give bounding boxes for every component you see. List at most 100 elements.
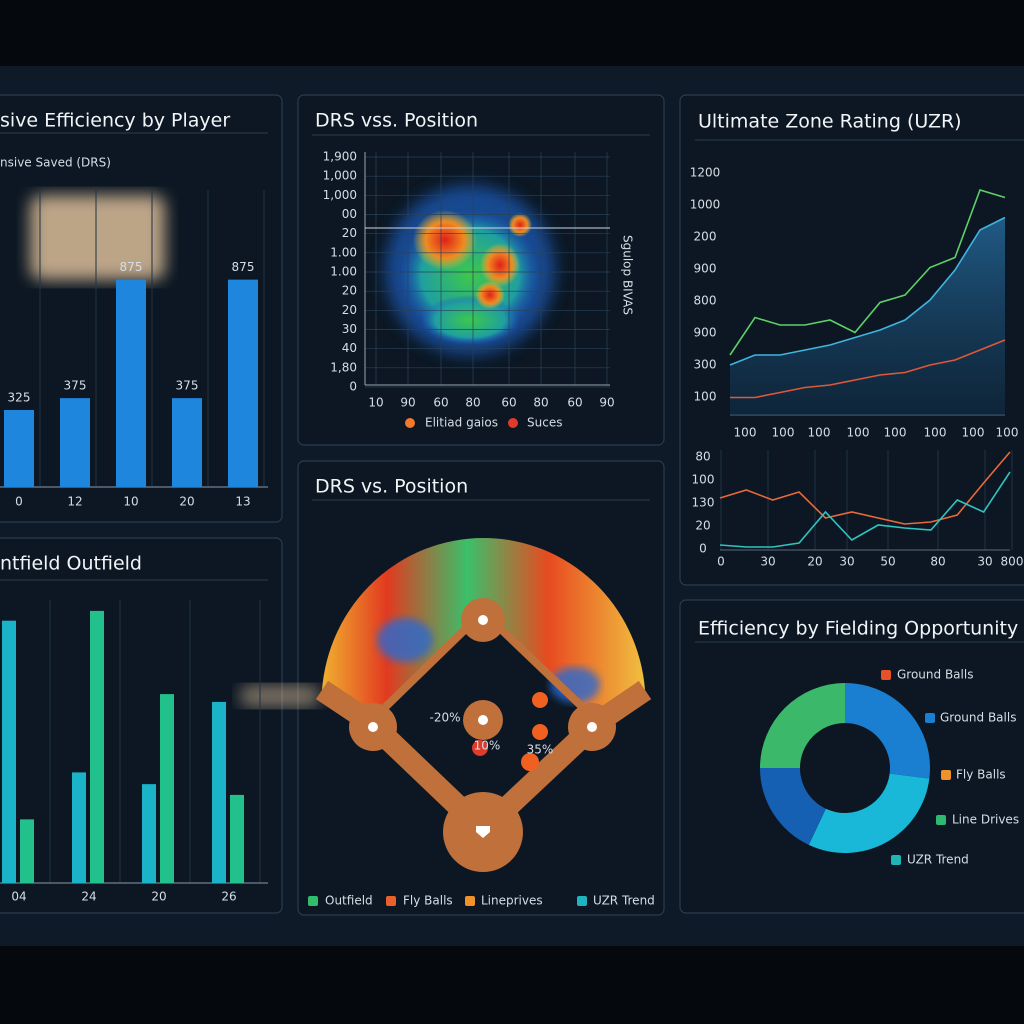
x-tick-label: 80: [930, 555, 945, 569]
x-tick-label: 50: [880, 555, 895, 569]
bar: [116, 279, 146, 487]
donut-slice: [845, 683, 930, 779]
x-tick-label: 30: [760, 555, 775, 569]
x-tick-label: 24: [81, 890, 96, 904]
annotation: -20%: [429, 711, 460, 725]
panel-title: DRS vss. Position: [315, 110, 478, 132]
panel-title: Ultimate Zone Rating (UZR): [698, 111, 962, 133]
y-tick-label: 1,000: [323, 188, 357, 202]
bar: [228, 279, 258, 487]
y-tick-label: 00: [342, 207, 357, 221]
legend-swatch: [405, 418, 415, 428]
x-tick-label: 30: [839, 555, 854, 569]
x-tick-label: 13: [235, 495, 250, 509]
line: [729, 189, 1006, 356]
legend-swatch: [891, 855, 901, 865]
x-tick-label: 60: [567, 396, 582, 410]
x-tick-label: 20: [807, 555, 822, 569]
y-tick-label: 20: [695, 519, 710, 533]
legend-label: Ground Balls: [940, 711, 1016, 725]
y-tick-label: 200: [694, 230, 717, 244]
legend-swatch: [465, 896, 475, 906]
y-tick-label: 1000: [690, 198, 721, 212]
bar: [72, 772, 86, 883]
y-tick-label: 1,80: [330, 360, 357, 374]
glare: [30, 195, 165, 280]
bar: [212, 701, 226, 883]
x-tick-label: 80: [465, 396, 480, 410]
legend-swatch: [936, 815, 946, 825]
line: [729, 216, 1006, 366]
annotation: 35%: [527, 743, 554, 757]
x-tick-label: 04: [11, 890, 26, 904]
legend-swatch: [941, 770, 951, 780]
subtitle: nsive Saved (DRS): [0, 156, 111, 170]
bar: [230, 794, 244, 883]
x-tick-label: 100: [734, 426, 757, 440]
value-label: 875: [232, 260, 255, 274]
y-tick-label: 900: [694, 326, 717, 340]
legend-swatch: [881, 670, 891, 680]
x-tick-label: 100: [772, 426, 795, 440]
legend-label: Elitiad gaios: [425, 416, 498, 430]
x-tick-label: 100: [996, 426, 1019, 440]
x-tick-label: 100: [808, 426, 831, 440]
legend-swatch: [308, 896, 318, 906]
x-tick-label: 0: [15, 495, 23, 509]
bar: [20, 819, 34, 883]
x-tick-label: 60: [501, 396, 516, 410]
x-tick-label: 0: [717, 555, 725, 569]
line: [719, 471, 1011, 548]
panel-title: Efficiency by Fielding Opportunity Type: [698, 618, 1024, 640]
x-tick-label: 20: [179, 495, 194, 509]
y-tick-label: 1,900: [323, 150, 357, 164]
x-tick-label: 30: [977, 555, 992, 569]
y-tick-label: 20: [342, 303, 357, 317]
legend-label: Lineprives: [481, 894, 543, 908]
x-tick-label: 80: [533, 396, 548, 410]
y-tick-label: 900: [694, 262, 717, 276]
bar: [90, 610, 104, 883]
y-tick-label: 40: [342, 341, 357, 355]
side-label: Sgulop BIVAS: [621, 235, 635, 315]
x-tick-label: 20: [151, 890, 166, 904]
x-tick-label: 100: [962, 426, 985, 440]
y-tick-label: 30: [342, 322, 357, 336]
panel-title: ntfield Outfield: [0, 553, 142, 575]
baseball-field: [315, 537, 652, 872]
y-tick-label: 100: [694, 390, 717, 404]
y-tick-label: 100: [692, 473, 715, 487]
x-tick-label: 100: [847, 426, 870, 440]
legend-label: Fly Balls: [403, 894, 453, 908]
legend-label: Fly Balls: [956, 768, 1006, 782]
y-tick-label: 130: [692, 496, 715, 510]
legend-label: Line Drives: [952, 813, 1019, 827]
value-label: 375: [176, 379, 199, 393]
x-tick-label: 60: [433, 396, 448, 410]
y-tick-label: 1.00: [330, 265, 357, 279]
bar: [142, 784, 156, 883]
donut-slice: [759, 768, 826, 845]
value-label: 375: [64, 379, 87, 393]
x-tick-label: 10: [368, 396, 383, 410]
x-tick-label: 10: [123, 495, 138, 509]
bar: [60, 398, 90, 487]
donut-slice: [808, 773, 930, 853]
x-tick-label: 90: [400, 396, 415, 410]
y-tick-label: 0: [349, 380, 357, 394]
y-tick-label: 1200: [690, 166, 721, 180]
line: [719, 451, 1011, 525]
glare: [240, 685, 320, 707]
y-tick-label: 20: [342, 226, 357, 240]
area: [730, 217, 1005, 415]
x-tick-label: 800: [1001, 555, 1024, 569]
x-tick-label: 90: [599, 396, 614, 410]
y-tick-label: 1.00: [330, 245, 357, 259]
legend-label: Outfield: [325, 894, 373, 908]
y-tick-label: 0: [699, 542, 707, 556]
y-tick-label: 80: [695, 450, 710, 464]
annotation: 10%: [474, 739, 501, 753]
legend-swatch: [577, 896, 587, 906]
line: [730, 339, 1006, 399]
bar: [160, 694, 174, 883]
